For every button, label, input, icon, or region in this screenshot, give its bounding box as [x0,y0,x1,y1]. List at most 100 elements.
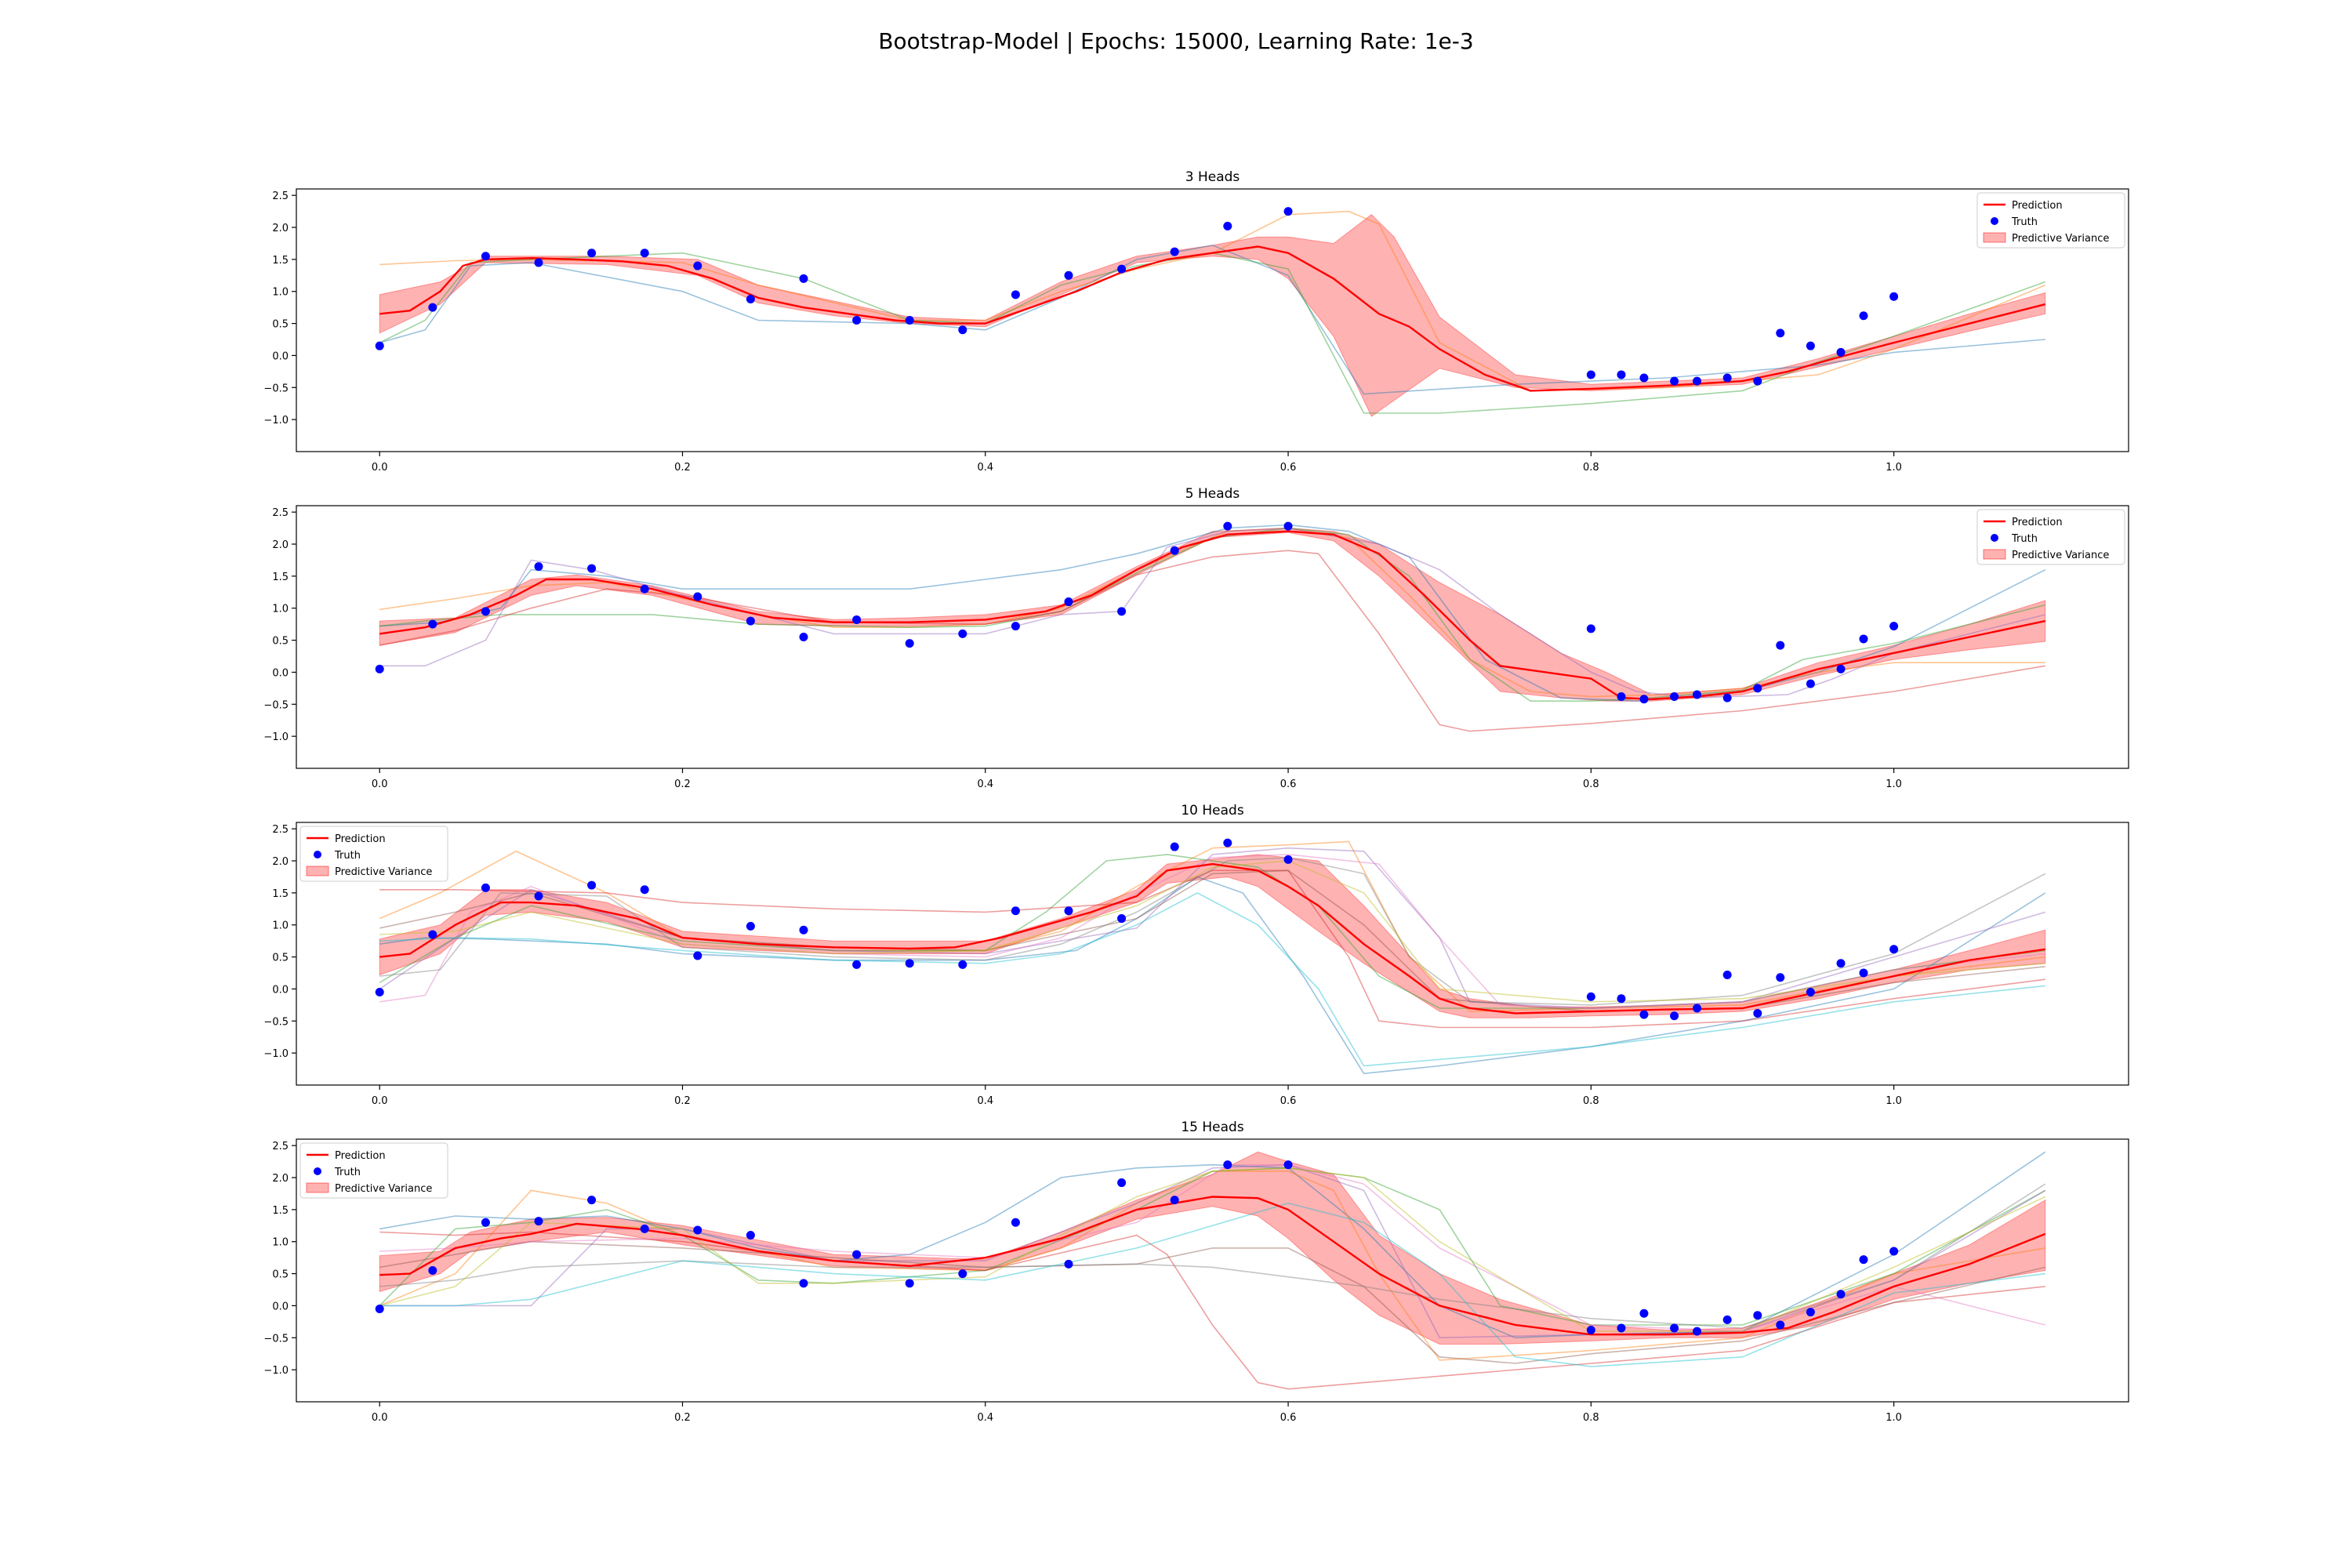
truth-point [1117,914,1127,924]
truth-point [958,629,967,638]
head-line [379,252,2046,414]
plot-area [375,207,2046,417]
truth-point [1223,221,1232,230]
truth-point [1011,1218,1020,1227]
y-tick-label: 0.0 [272,350,289,362]
y-tick-label: −0.5 [263,383,289,394]
truth-point [1693,376,1702,386]
truth-point [1693,690,1702,699]
truth-point [1617,370,1626,379]
truth-point [905,316,914,325]
truth-point [1722,970,1732,979]
truth-point [1064,597,1073,607]
truth-point [1586,370,1595,379]
x-tick-label: 1.0 [1886,462,1902,474]
truth-point [1223,1160,1232,1170]
plot-area [375,838,2046,1075]
legend-prediction-label: Prediction [335,833,386,845]
truth-point [852,316,862,325]
truth-point [1617,691,1626,701]
head-line [379,550,2045,732]
legend-variance-label: Predictive Variance [2012,233,2109,245]
truth-point [852,615,862,624]
predictive-variance-band [379,854,2046,1018]
y-tick-label: 0.5 [272,1269,289,1281]
truth-point [746,921,755,931]
x-tick-label: 0.0 [372,462,388,474]
truth-point [1693,1004,1702,1013]
truth-point [1170,1196,1179,1205]
y-tick-label: 1.0 [272,604,289,615]
truth-point [1011,906,1020,916]
y-tick-label: 0.5 [272,319,289,331]
legend-truth-label: Truth [334,850,361,862]
y-tick-label: −0.5 [263,1016,289,1028]
truth-point [534,562,543,572]
head-line [379,1151,2046,1339]
truth-point [534,1217,543,1226]
legend-prediction-label: Prediction [2012,200,2063,212]
truth-point [1586,624,1595,633]
subplot-title: 10 Heads [1181,803,1243,818]
truth-point [1776,328,1785,338]
legend-box [299,826,448,882]
truth-point [1722,1315,1732,1324]
truth-point [905,1279,914,1288]
truth-point [693,592,702,601]
prediction-line [379,862,2045,1014]
y-tick-label: 1.5 [272,572,289,583]
truth-point [746,1231,755,1240]
truth-point [1753,1008,1762,1018]
y-tick-label: 1.5 [272,255,289,267]
truth-point [1836,664,1846,673]
x-tick-label: 0.2 [674,462,691,474]
legend-truth-swatch [314,1167,321,1175]
truth-point [481,883,490,892]
axis-ticks: 0.0 0.2 0.4 0.6 0.8 1.0 −1.0 −0.5 0.0 0.5 1.0 1.5 2.… [263,1141,1902,1424]
truth-point [1617,1323,1626,1333]
head-line [379,1183,2046,1329]
truth-point [640,249,649,258]
truth-point [428,303,437,312]
head-line [379,869,2045,1029]
subplot-title: 3 Heads [1185,169,1240,185]
legend-truth-swatch [1991,534,1998,542]
truth-point [587,1196,597,1205]
axis-ticks: 0.0 0.2 0.4 0.6 0.8 1.0 −1.0 −0.5 0.0 0.5 1.0 1.5 2.… [263,191,1902,474]
truth-point [640,885,649,895]
legend: Prediction Truth Predictive Variance [299,826,448,882]
axes-frame [296,505,2129,769]
legend-truth-swatch [314,851,321,858]
truth-point [1670,376,1679,386]
head-line [379,527,2045,699]
truth-point [1693,1327,1702,1336]
y-tick-label: 1.5 [272,888,289,900]
truth-point [905,639,914,648]
legend-box [1976,192,2125,249]
truth-point [693,951,702,960]
truth-point [1889,945,1899,954]
truth-point [587,564,597,573]
truth-point [640,584,649,593]
truth-point [1776,641,1785,650]
head-line [379,891,2045,1067]
head-line [379,857,2046,1006]
truth-point [1889,1247,1899,1256]
truth-point [1753,376,1762,386]
plot-area [375,521,2046,732]
truth-point [1064,1259,1073,1269]
y-tick-label: −1.0 [263,731,289,743]
predictive-variance-band [379,1151,2046,1345]
head-line [379,860,2045,1003]
head-line [379,1167,2046,1332]
y-tick-label: 0.0 [272,667,289,679]
subplot-1: 5 Heads 0.0 0.2 0.4 0.6 0.8 1.0 −1.0 −0.5 0.0 0.5 1… [263,486,2129,790]
x-tick-label: 0.8 [1583,1095,1599,1107]
x-tick-label: 0.6 [1280,1095,1297,1107]
y-tick-label: 2.5 [272,824,289,836]
truth-point [1859,968,1868,978]
truth-point [481,607,490,616]
truth-point [1011,290,1020,299]
x-tick-label: 0.2 [674,779,691,790]
